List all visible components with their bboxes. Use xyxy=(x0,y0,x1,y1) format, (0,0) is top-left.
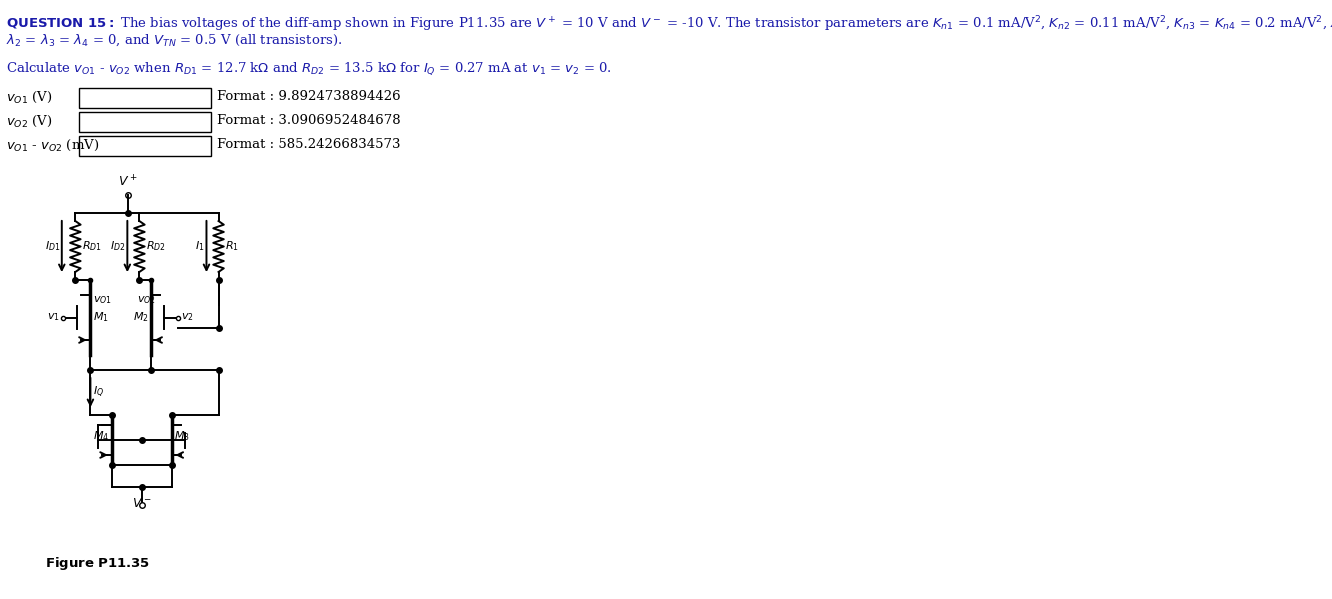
Bar xyxy=(79,88,210,108)
Text: $R_{D1}$: $R_{D1}$ xyxy=(83,239,103,253)
Text: Calculate $v_{O1}$ - $v_{O2}$ when $R_{D1}$ = 12.7 k$\Omega$ and $R_{D2}$ = 13.5: Calculate $v_{O1}$ - $v_{O2}$ when $R_{D… xyxy=(7,60,611,77)
Text: $M_1$: $M_1$ xyxy=(93,311,108,325)
Text: $v_1$: $v_1$ xyxy=(48,311,60,323)
Text: $v_{O1}$ - $v_{O2}$ (mV): $v_{O1}$ - $v_{O2}$ (mV) xyxy=(7,138,100,153)
Text: $I_{D2}$: $I_{D2}$ xyxy=(111,239,125,253)
Text: $I_Q$: $I_Q$ xyxy=(93,385,104,400)
Text: $V^+$: $V^+$ xyxy=(119,175,137,190)
Text: $M_3$: $M_3$ xyxy=(174,429,190,443)
Text: $\mathbf{QUESTION\ 15:}$ The bias voltages of the diff-amp shown in Figure P11.3: $\mathbf{QUESTION\ 15:}$ The bias voltag… xyxy=(7,14,1332,34)
Text: $R_{D2}$: $R_{D2}$ xyxy=(147,239,166,253)
Text: Format : 585.24266834573: Format : 585.24266834573 xyxy=(217,138,401,151)
Text: Format : 9.8924738894426: Format : 9.8924738894426 xyxy=(217,90,401,103)
Text: $V^-$: $V^-$ xyxy=(132,497,152,510)
Text: $M_4$: $M_4$ xyxy=(93,429,109,443)
Text: $v_{O2}$ (V): $v_{O2}$ (V) xyxy=(7,114,52,129)
Text: $I_{D1}$: $I_{D1}$ xyxy=(45,239,60,253)
Text: $v_{O1}$: $v_{O1}$ xyxy=(93,294,112,306)
Text: $v_{O2}$: $v_{O2}$ xyxy=(137,294,156,306)
Text: $M_2$: $M_2$ xyxy=(133,311,148,325)
Text: Format : 3.0906952484678: Format : 3.0906952484678 xyxy=(217,114,401,127)
Text: $I_1$: $I_1$ xyxy=(196,239,205,253)
Text: $\lambda_2$ = $\lambda_3$ = $\lambda_4$ = 0, and $V_{TN}$ = 0.5 V (all transisto: $\lambda_2$ = $\lambda_3$ = $\lambda_4$ … xyxy=(7,33,342,49)
Text: $v_2$: $v_2$ xyxy=(181,311,193,323)
Text: $R_1$: $R_1$ xyxy=(225,239,240,253)
Text: $v_{O1}$ (V): $v_{O1}$ (V) xyxy=(7,90,52,105)
Text: $\mathbf{Figure\ P11.35}$: $\mathbf{Figure\ P11.35}$ xyxy=(45,555,151,572)
Bar xyxy=(79,112,210,132)
Bar xyxy=(79,136,210,156)
